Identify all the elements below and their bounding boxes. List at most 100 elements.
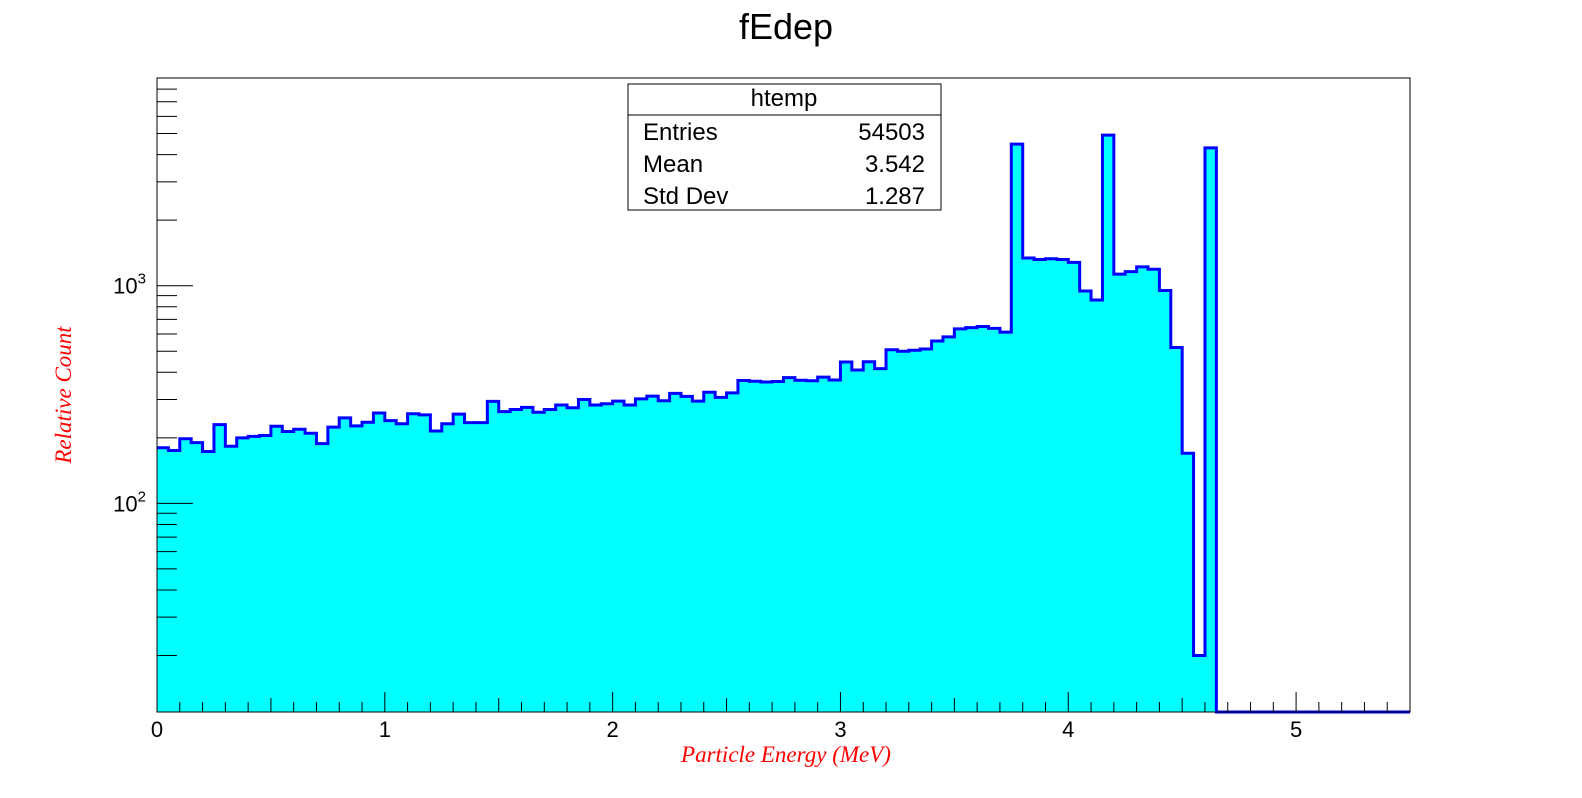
histogram-bar bbox=[942, 336, 955, 712]
histogram-bar bbox=[1045, 258, 1058, 712]
axes: 0 1 2 3 4 5 102 103 bbox=[113, 77, 1411, 742]
histogram-bar bbox=[920, 348, 932, 712]
histogram-bar bbox=[225, 446, 238, 712]
histogram-bar bbox=[305, 433, 317, 712]
x-tick-label: 4 bbox=[1062, 717, 1074, 742]
x-tick-label: 0 bbox=[151, 717, 163, 742]
y-axis-label: Relative Count bbox=[51, 326, 76, 465]
histogram-bar bbox=[248, 436, 260, 712]
histogram-bar bbox=[931, 341, 944, 712]
histogram-bar bbox=[760, 382, 773, 712]
histogram-bar bbox=[612, 401, 625, 712]
histogram-bar bbox=[213, 424, 226, 712]
histogram-bar bbox=[202, 451, 215, 712]
y-tick-label: 102 bbox=[113, 488, 146, 516]
histogram-bar bbox=[510, 409, 522, 712]
histogram-bar bbox=[464, 422, 477, 712]
histogram-bar bbox=[1102, 135, 1115, 713]
histogram-bar bbox=[851, 369, 864, 712]
x-tick-label: 2 bbox=[607, 717, 619, 742]
y-tick-label: 103 bbox=[113, 271, 146, 299]
histogram-bar bbox=[1034, 259, 1046, 712]
histogram-bar bbox=[954, 328, 967, 712]
histogram-bar bbox=[157, 447, 169, 712]
histogram-bar bbox=[327, 427, 340, 712]
histogram-bar bbox=[703, 392, 716, 712]
stats-entries-label: Entries bbox=[643, 119, 718, 146]
histogram-bar bbox=[1113, 274, 1126, 712]
histogram-bar bbox=[908, 350, 921, 712]
x-tick-label: 3 bbox=[834, 717, 846, 742]
histogram-bar bbox=[658, 400, 670, 712]
histogram-bar bbox=[669, 393, 682, 712]
histogram-bar bbox=[589, 405, 602, 712]
histogram-bar bbox=[999, 332, 1012, 712]
histogram-bar bbox=[886, 349, 898, 712]
histogram-bar bbox=[544, 409, 557, 712]
histogram-bar bbox=[270, 426, 283, 712]
histogram-bar bbox=[1079, 291, 1092, 712]
histogram-bar bbox=[555, 405, 568, 712]
histogram-bar bbox=[1136, 266, 1149, 712]
histogram-bar bbox=[965, 327, 978, 712]
histogram-bar bbox=[1148, 269, 1160, 712]
histogram-bar bbox=[1011, 144, 1024, 712]
histogram-bar bbox=[829, 379, 841, 712]
histogram-bar bbox=[1068, 262, 1081, 712]
histogram-bar bbox=[692, 401, 705, 712]
histogram-bar bbox=[191, 442, 203, 712]
histogram-bar bbox=[362, 422, 374, 712]
x-tick-label: 1 bbox=[379, 717, 391, 742]
histogram-bar bbox=[407, 413, 420, 712]
histogram-bar bbox=[840, 362, 853, 712]
stats-mean-label: Mean bbox=[643, 151, 703, 178]
histogram-bar bbox=[897, 351, 910, 712]
stats-entries-value: 54503 bbox=[858, 119, 925, 146]
histogram-bar bbox=[680, 396, 693, 712]
stats-box: htemp Entries 54503 Mean 3.542 Std Dev 1… bbox=[627, 83, 942, 211]
histogram-bar bbox=[749, 381, 762, 712]
histogram-bar bbox=[635, 398, 648, 712]
histogram-bar bbox=[396, 423, 408, 712]
histogram-bar bbox=[772, 381, 784, 712]
stats-mean-value: 3.542 bbox=[865, 151, 925, 178]
histogram-bar bbox=[646, 396, 659, 712]
histogram-bar bbox=[532, 412, 545, 712]
histogram-bar bbox=[259, 435, 272, 712]
stats-stddev-label: Std Dev bbox=[643, 183, 728, 210]
histogram-bar bbox=[567, 407, 579, 712]
histogram-bar bbox=[236, 437, 249, 712]
histogram-bar bbox=[988, 328, 1001, 712]
histogram-bar bbox=[794, 380, 807, 712]
histogram-bar bbox=[1193, 655, 1206, 712]
histogram-bar bbox=[441, 423, 454, 712]
histogram-bar bbox=[316, 443, 329, 712]
histogram-bar bbox=[430, 431, 443, 712]
histogram-bar bbox=[1182, 453, 1194, 712]
histogram-bar bbox=[293, 429, 306, 712]
stats-stddev-value: 1.287 bbox=[865, 183, 925, 210]
chart-title: fEdep bbox=[739, 6, 833, 47]
histogram-bar bbox=[783, 377, 796, 712]
histogram-bar bbox=[1170, 347, 1183, 712]
histogram-bar bbox=[339, 417, 352, 712]
histogram-bar bbox=[1204, 147, 1217, 712]
stats-box-title: htemp bbox=[751, 85, 818, 112]
histogram-bar bbox=[1159, 290, 1172, 712]
histogram-bar bbox=[418, 414, 431, 712]
histogram-bar bbox=[817, 377, 830, 712]
histogram-bar bbox=[863, 361, 876, 712]
histogram-bar bbox=[168, 450, 181, 712]
histogram-bar bbox=[384, 420, 397, 712]
histogram-bar bbox=[487, 401, 500, 712]
plot-area bbox=[157, 133, 1410, 714]
histogram-bar bbox=[1022, 258, 1035, 712]
histogram-bar bbox=[715, 397, 727, 712]
histogram-bar bbox=[601, 403, 614, 712]
histogram-bar bbox=[726, 392, 739, 712]
x-axis-label: Particle Energy (MeV) bbox=[680, 742, 891, 767]
histogram-bar bbox=[624, 405, 636, 712]
histogram-bar bbox=[1091, 299, 1103, 712]
histogram-bar bbox=[737, 380, 750, 712]
